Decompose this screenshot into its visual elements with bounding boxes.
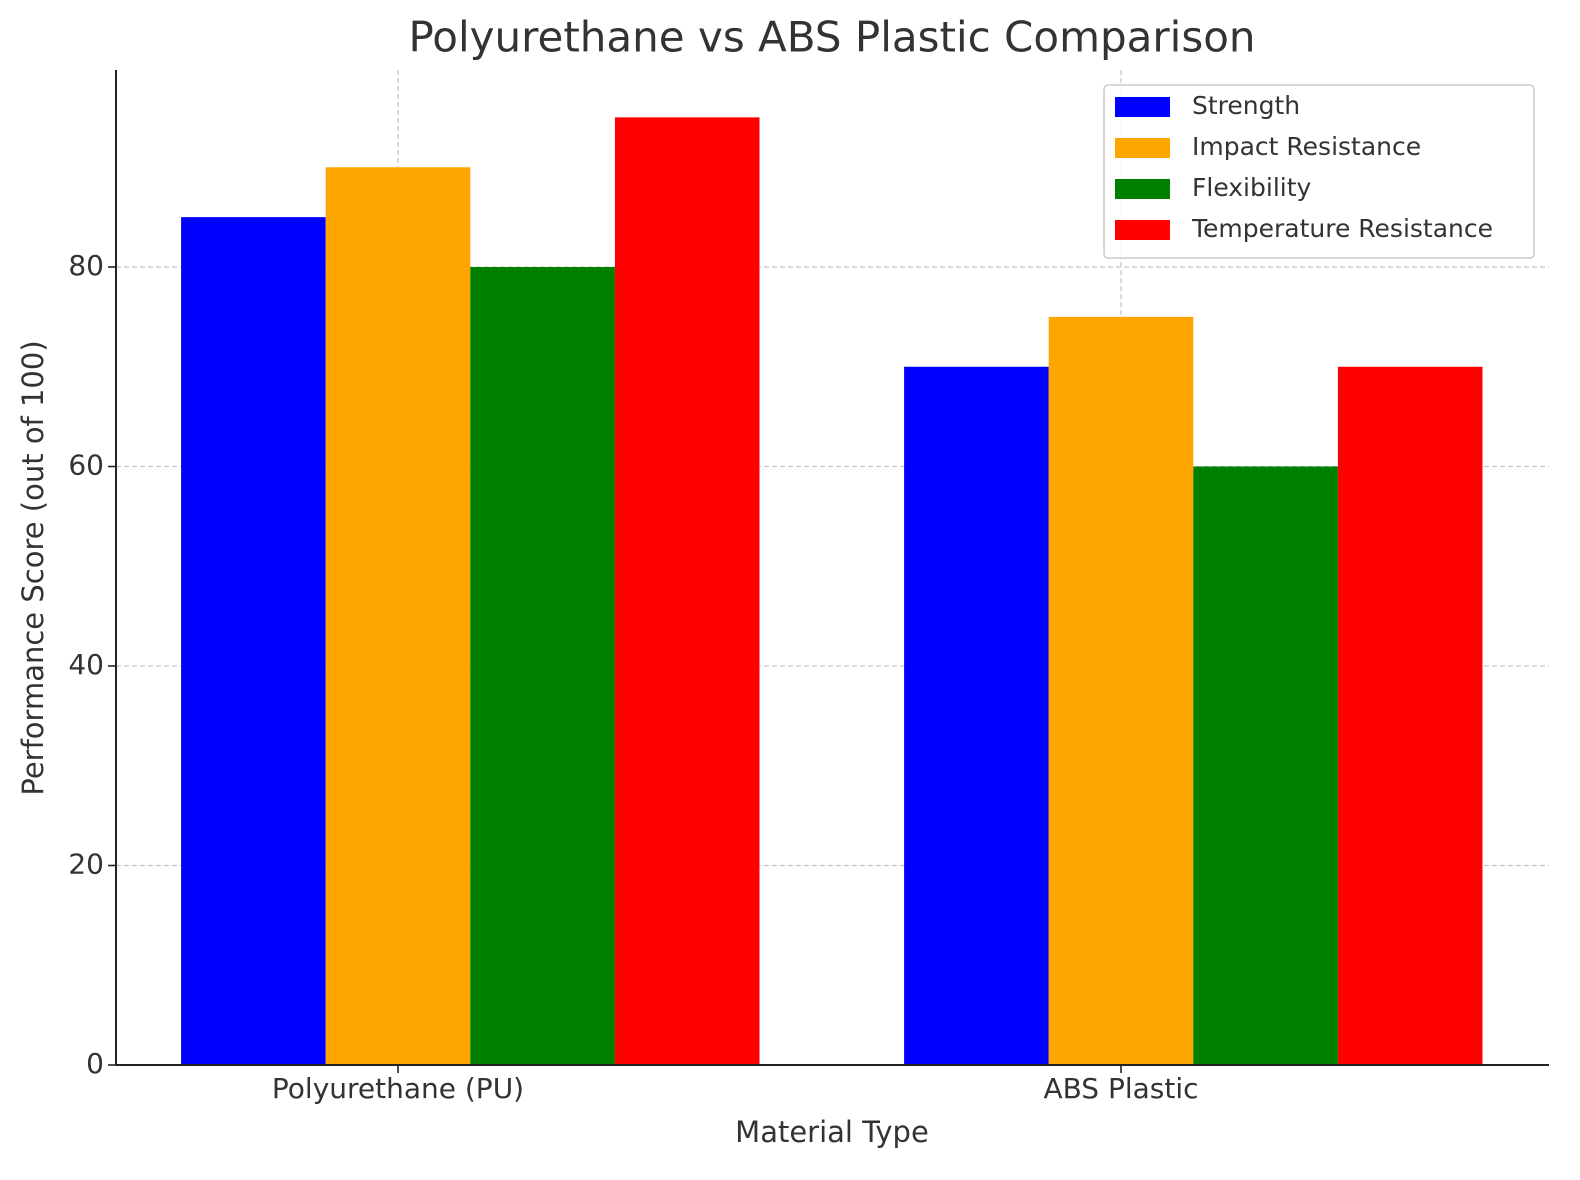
legend-label: Strength: [1192, 91, 1300, 120]
legend-label: Temperature Resistance: [1191, 214, 1493, 243]
y-tick-label: 0: [86, 1047, 104, 1080]
legend-label: Flexibility: [1192, 173, 1312, 202]
bar: [1337, 366, 1483, 1065]
x-axis-label: Material Type: [735, 1115, 929, 1149]
bar: [325, 167, 471, 1066]
y-tick-label: 20: [68, 848, 104, 881]
y-axis-label: Performance Score (out of 100): [16, 340, 50, 795]
y-tick-label: 60: [68, 449, 104, 482]
bar: [614, 117, 760, 1065]
x-tick-label: Polyurethane (PU): [272, 1072, 524, 1105]
bar: [181, 217, 326, 1066]
bar: [904, 366, 1049, 1065]
bar: [1048, 316, 1194, 1065]
legend-swatch: [1115, 138, 1170, 158]
y-tick-label: 80: [68, 249, 104, 282]
legend-swatch: [1115, 97, 1170, 117]
legend-label: Impact Resistance: [1192, 132, 1421, 161]
bar: [1193, 466, 1338, 1065]
bar: [470, 267, 615, 1065]
legend: Strength Impact Resistance Flexibility Temp…: [1103, 84, 1535, 259]
x-tick-label: ABS Plastic: [1043, 1072, 1198, 1105]
legend-frame: [1103, 84, 1535, 259]
y-tick-label: 40: [68, 648, 104, 681]
chart-title: Polyurethane vs ABS Plastic Comparison: [408, 13, 1255, 62]
legend-swatch: [1115, 179, 1170, 199]
legend-swatch: [1115, 220, 1170, 240]
